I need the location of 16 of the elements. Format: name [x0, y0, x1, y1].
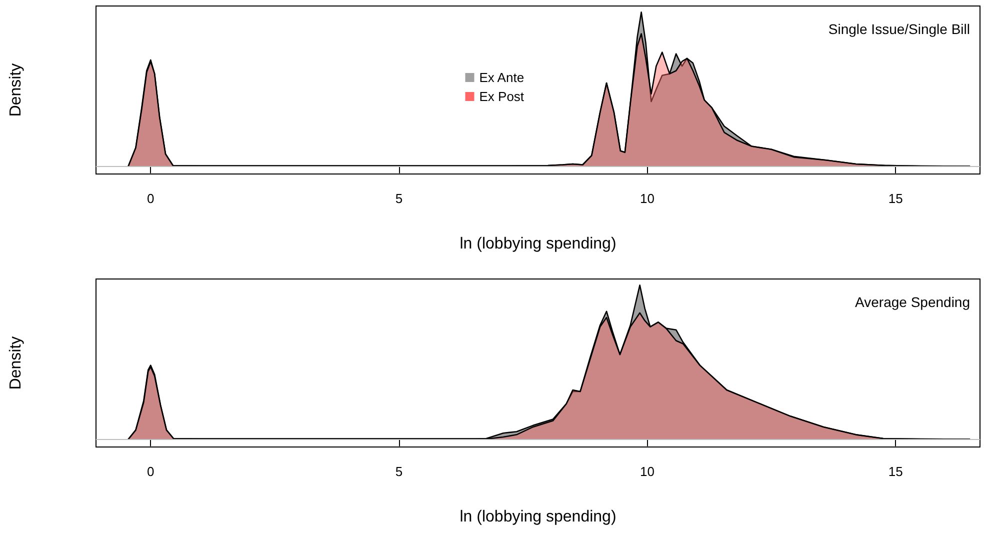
annotation: Average Spending [855, 294, 970, 310]
x-tick-label: 15 [888, 464, 903, 479]
y-axis-title: Density [8, 63, 24, 117]
x-tick-label: 10 [640, 191, 654, 206]
legend-label: Ex Post [479, 89, 524, 104]
x-tick-label: 10 [640, 464, 654, 479]
y-axis-title: Density [8, 336, 24, 390]
x-tick-label: 0 [147, 464, 154, 479]
legend-label: Ex Ante [479, 70, 524, 85]
x-tick-label: 5 [395, 464, 403, 479]
x-tick-label: 15 [888, 191, 903, 206]
annotation: Single Issue/Single Bill [828, 21, 970, 37]
x-axis-title: ln (lobbying spending) [460, 236, 616, 252]
x-tick-label: 0 [147, 191, 154, 206]
x-tick-label: 5 [395, 191, 403, 206]
x-axis-title: ln (lobbying spending) [460, 508, 616, 526]
